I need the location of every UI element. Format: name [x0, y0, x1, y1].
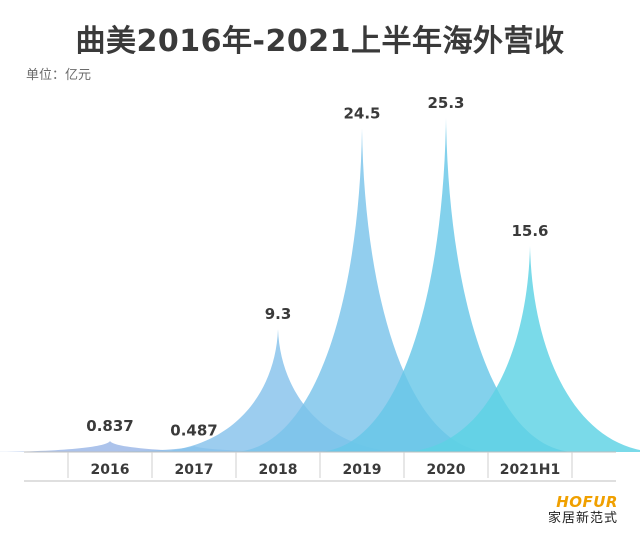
data-label-2018: 9.3 — [265, 305, 292, 323]
data-label-2019: 24.5 — [343, 105, 380, 123]
brand-logo-text: HOFUR — [556, 493, 618, 511]
data-label-2021H1: 15.6 — [511, 222, 548, 240]
peak-2016 — [0, 440, 240, 452]
data-label-2017: 0.487 — [170, 422, 217, 440]
unit-label: 单位：亿元 — [26, 68, 92, 83]
peak-2020 — [316, 118, 576, 452]
data-label-2016: 0.837 — [86, 417, 133, 435]
x-tick-label-2016: 2016 — [91, 462, 130, 478]
brand-logo: HOFUR 家居新范式 — [548, 494, 618, 528]
peak-2021H1 — [400, 246, 640, 452]
x-tick-label-2017: 2017 — [175, 462, 214, 478]
brand-name: 家居新范式 — [547, 511, 618, 526]
x-tick-label-2018: 2018 — [259, 462, 298, 478]
x-tick-label-2020: 2020 — [427, 462, 466, 478]
data-label-2020: 25.3 — [427, 94, 464, 112]
chart-title: 曲美2016年-2021上半年海外营收 — [75, 24, 565, 59]
peak-2018 — [148, 329, 408, 452]
peak-2019 — [232, 128, 492, 452]
x-tick-label-2019: 2019 — [343, 462, 382, 478]
x-tick-label-2021H1: 2021H1 — [500, 462, 560, 478]
